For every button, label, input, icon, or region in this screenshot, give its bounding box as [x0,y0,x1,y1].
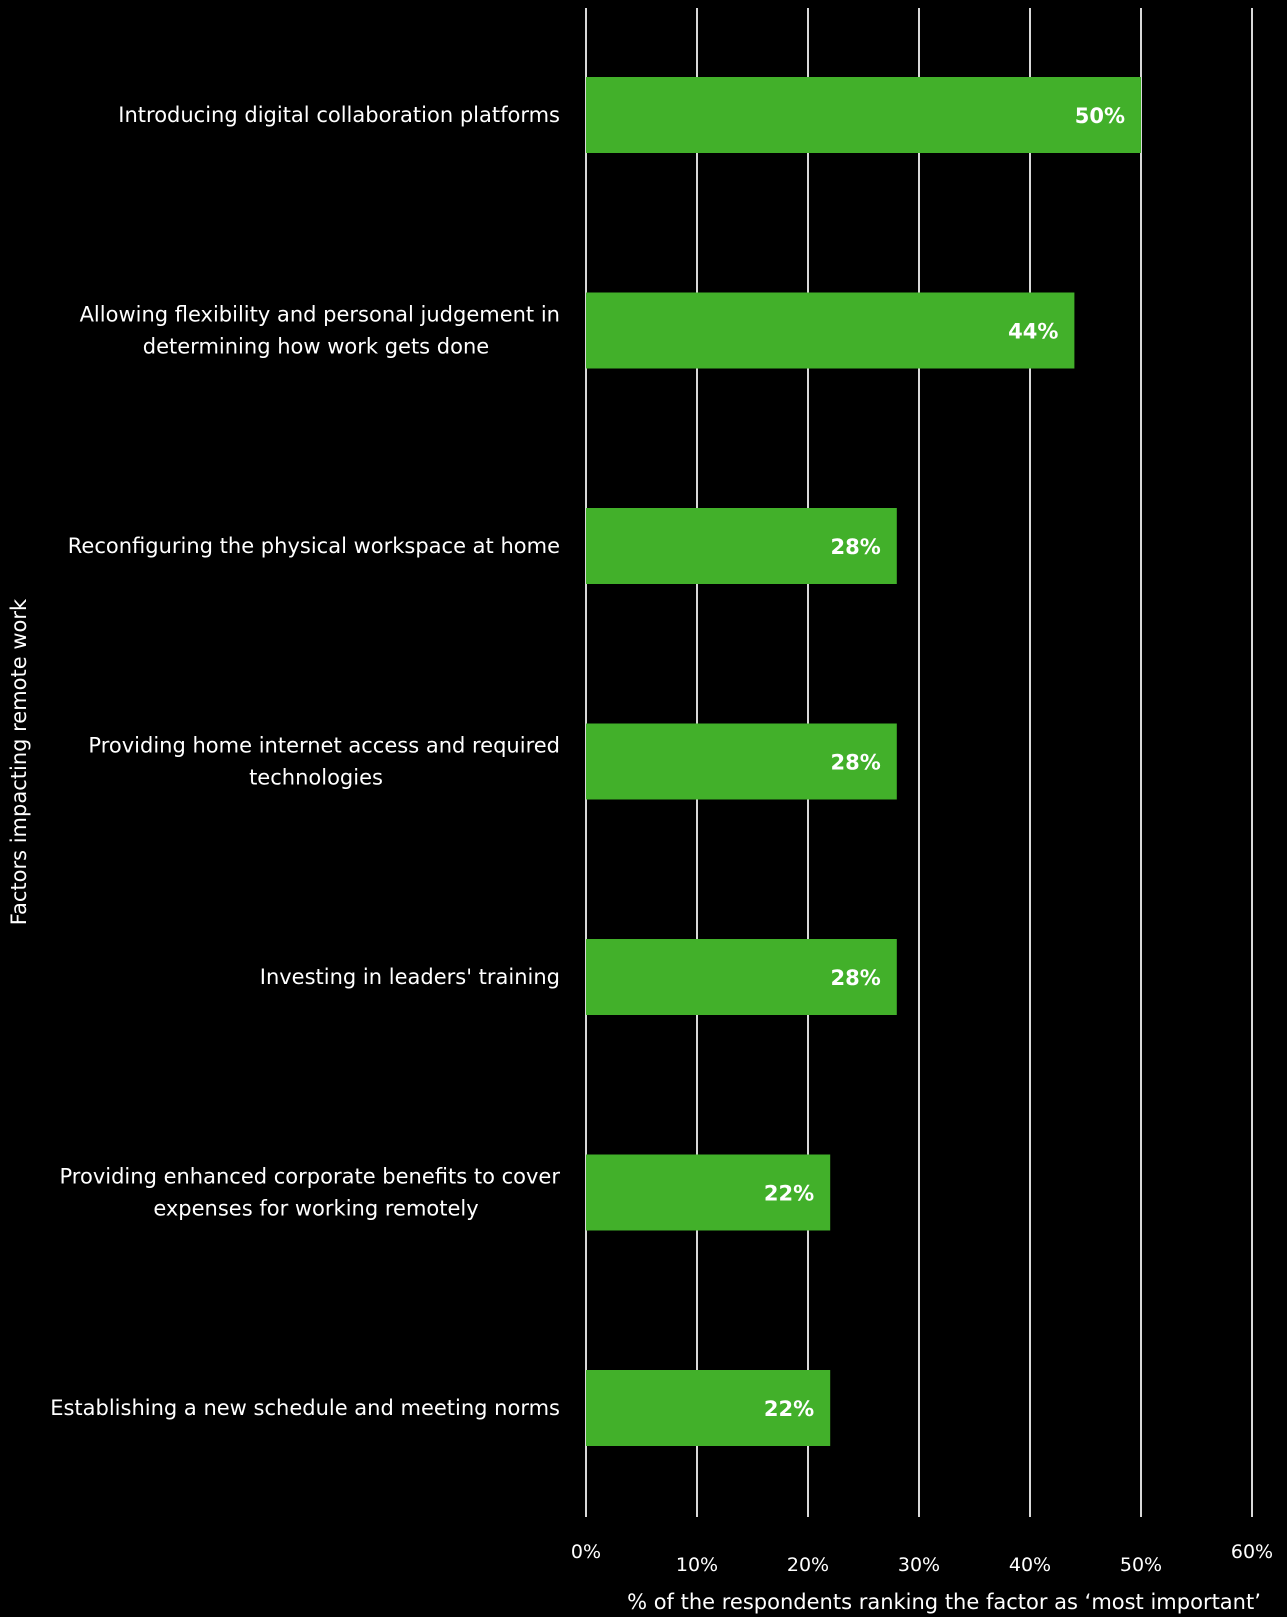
x-tick-label: 30% [898,1554,940,1576]
bar-value-label: 50% [1075,104,1125,128]
category-label: technologies [249,766,383,790]
x-tick-label: 40% [1009,1554,1051,1576]
category-label: Providing home internet access and requi… [88,734,560,758]
bar [586,1370,831,1446]
y-axis-title: Factors impacting remote work [7,598,31,925]
category-label: Providing enhanced corporate benefits to… [60,1165,561,1189]
category-label: expenses for working remotely [153,1197,478,1221]
x-tick-label: 60% [1231,1541,1273,1563]
bar-value-label: 44% [1008,320,1058,344]
x-tick-labels: 0% 10% 20% 30% 40% 50% 60% [571,1541,1273,1576]
bar [586,939,897,1015]
bars: 50% 44% 28% 28% 28% 22% 22% [586,77,1141,1446]
bar-value-label: 22% [764,1182,814,1206]
bar-value-label: 28% [831,966,881,990]
category-label: Introducing digital collaboration platfo… [118,103,560,127]
category-label: determining how work gets done [143,335,489,359]
bar [586,1154,831,1231]
bar [586,508,897,584]
bar-value-label: 28% [831,751,881,775]
bar-value-label: 28% [831,535,881,559]
x-tick-label: 10% [676,1554,718,1576]
bar [586,292,1075,369]
category-labels: Introducing digital collaboration platfo… [50,103,560,1420]
bar [586,77,1141,153]
category-label: Investing in leaders' training [260,965,560,989]
x-axis-title: % of the respondents ranking the factor … [627,1590,1261,1614]
x-tick-label: 50% [1120,1554,1162,1576]
x-tick-label: 0% [571,1541,601,1563]
bar-value-label: 22% [764,1397,814,1421]
category-label: Allowing flexibility and personal judgem… [80,303,560,327]
category-label: Establishing a new schedule and meeting … [50,1396,560,1420]
category-label: Reconfiguring the physical workspace at … [68,534,560,558]
bar [586,723,897,800]
x-tick-label: 20% [787,1554,829,1576]
